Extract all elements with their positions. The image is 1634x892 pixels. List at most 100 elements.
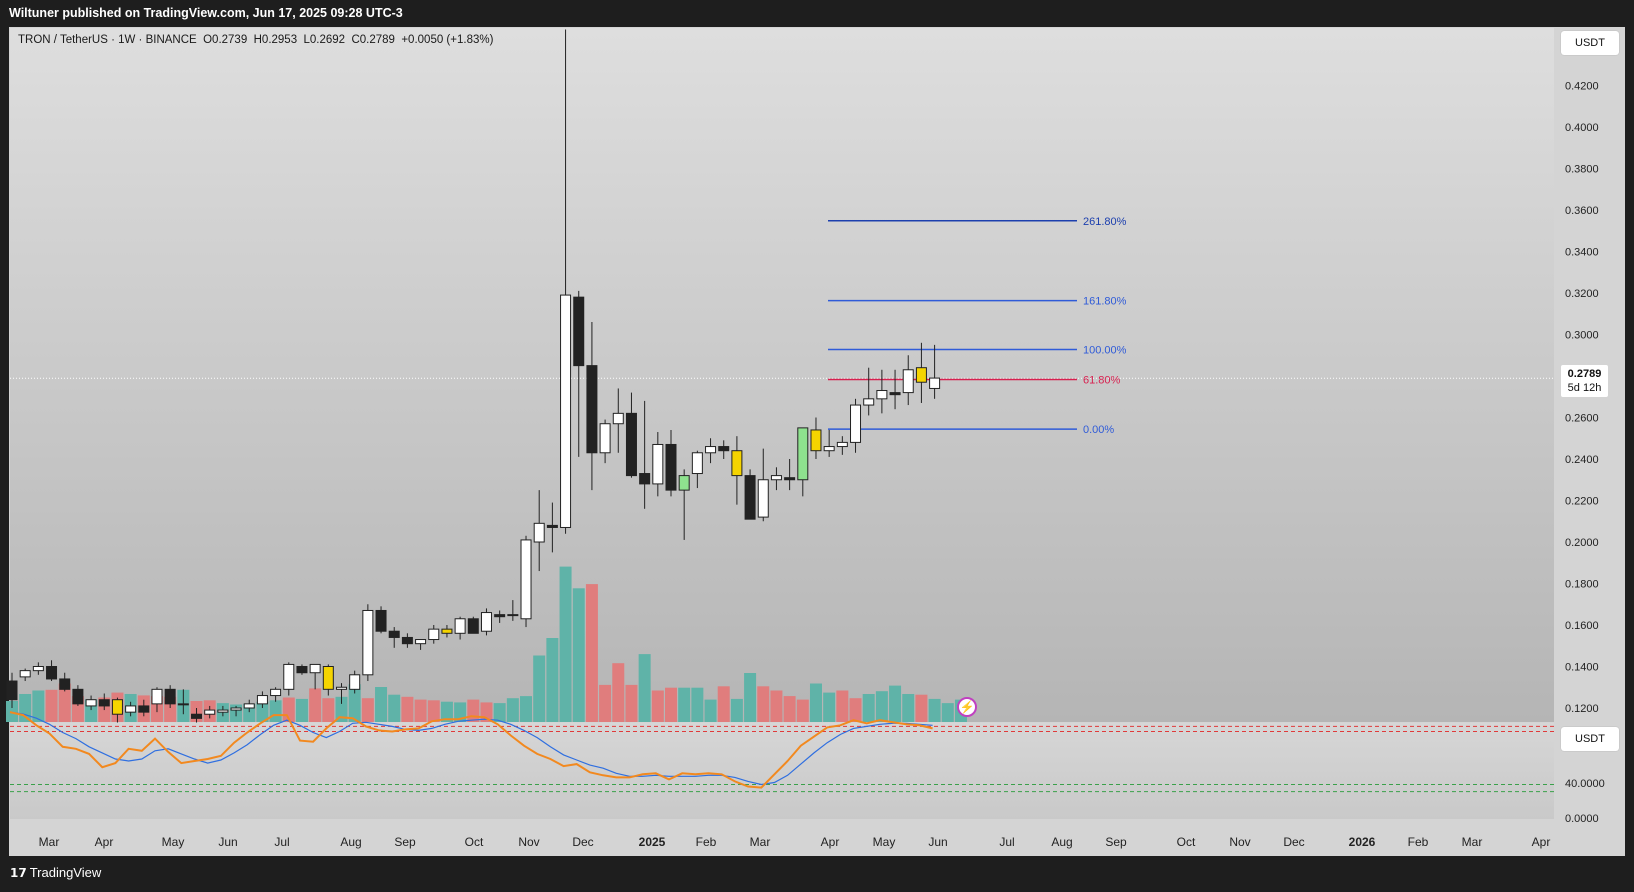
price-tick-label: 0.1600 [1565, 620, 1599, 632]
price-unit-button[interactable]: USDT [1561, 31, 1619, 55]
time-tick-label: Mar [1462, 835, 1483, 849]
time-tick-label: May [162, 835, 185, 849]
candle-body [770, 475, 782, 481]
volume-bar [32, 690, 45, 722]
candle-body [441, 628, 453, 634]
candle-body [612, 412, 624, 425]
time-tick-label: Oct [465, 835, 484, 849]
fib-label: 61.80% [1083, 375, 1121, 387]
volume-bar [875, 691, 888, 722]
volume-bar [269, 700, 282, 722]
candle-body [164, 688, 176, 705]
volume-bar [361, 698, 374, 722]
volume-bar [45, 689, 58, 722]
legend-change: +0.0050 (+1.83%) [401, 34, 494, 46]
volume-bar [744, 673, 757, 722]
volume-bar [809, 683, 822, 722]
stoch-k-line [9, 711, 933, 789]
time-tick-label: 2025 [639, 835, 666, 849]
volume-bar [849, 698, 862, 722]
volume-bar [295, 698, 308, 722]
candle-body [836, 441, 848, 448]
volume-bar [889, 685, 902, 722]
candle-body [230, 707, 242, 711]
volume-bar [599, 684, 612, 722]
fib-label: 0.00% [1083, 424, 1114, 436]
candle-body [889, 392, 901, 396]
candle-body [6, 680, 18, 701]
candle-body [454, 618, 466, 634]
price-tick-label: 0.2600 [1565, 413, 1599, 425]
candle-body [415, 639, 427, 645]
time-tick-label: Nov [1229, 835, 1250, 849]
candle-body [757, 479, 769, 518]
volume-bar [730, 698, 743, 722]
volume-bar [678, 687, 691, 722]
volume-bar [256, 701, 269, 722]
candle-body [98, 699, 110, 707]
price-tick-label: 0.3800 [1565, 164, 1599, 176]
candle-body [270, 688, 282, 697]
time-tick-label: Jun [928, 835, 947, 849]
volume-bar [704, 699, 717, 722]
candle-body [362, 609, 374, 676]
candle-body [665, 443, 677, 491]
candle-body [151, 688, 163, 705]
candle-body [507, 614, 519, 617]
candle-body [217, 709, 229, 713]
candle-body [480, 612, 492, 632]
stoch-d-line [9, 711, 933, 786]
legend-open: O0.2739 [203, 34, 248, 46]
candle-body [375, 609, 387, 632]
time-tick-label: Dec [1283, 835, 1304, 849]
candle-body [915, 367, 927, 383]
osc-tick-label: 0.0000 [1565, 813, 1599, 825]
candle-body [46, 666, 58, 680]
volume-bar [783, 696, 796, 722]
candle-body [283, 663, 295, 690]
oscillator-pane[interactable] [10, 723, 1554, 819]
legend-symbol[interactable]: TRON / TetherUS · 1W · BINANCE [18, 34, 197, 46]
volume-bar [572, 588, 585, 722]
candle-body [520, 539, 532, 620]
fib-label: 261.80% [1083, 216, 1127, 228]
time-tick-label: Jul [999, 835, 1014, 849]
time-tick-label: May [873, 835, 896, 849]
candle-body [322, 666, 334, 690]
candle-body [296, 666, 308, 674]
symbol-legend[interactable]: TRON / TetherUS · 1W · BINANCE O0.2739 H… [18, 34, 493, 46]
candle-body [85, 699, 97, 707]
footer-brand[interactable]: 𝟭𝟳 TradingView [10, 864, 101, 882]
candle-body [744, 475, 756, 520]
candle-body [705, 446, 717, 454]
time-tick-label: Jun [218, 835, 237, 849]
price-tick-label: 0.3000 [1565, 330, 1599, 342]
candle-body [625, 412, 637, 477]
candle-body [177, 703, 189, 706]
candle-body [639, 473, 651, 485]
lightning-icon[interactable]: ⚡ [957, 697, 977, 717]
candle-body [243, 703, 255, 709]
volume-bar [770, 690, 783, 722]
time-tick-label: Apr [821, 835, 840, 849]
time-tick-label: Apr [1532, 835, 1551, 849]
volume-bar [309, 688, 322, 722]
price-pane[interactable] [10, 28, 1554, 722]
volume-bar [757, 686, 770, 722]
candle-body [494, 614, 506, 618]
volume-bar [625, 684, 638, 722]
candle-body [691, 452, 703, 475]
candle-body [111, 699, 123, 715]
candle-body [533, 522, 545, 543]
volume-bar [375, 687, 388, 722]
volume-bar [388, 694, 401, 722]
candle-body [19, 670, 31, 678]
osc-unit-button[interactable]: USDT [1561, 727, 1619, 751]
volume-bar [638, 654, 651, 722]
candle-body [125, 705, 137, 713]
fib-label: 100.00% [1083, 344, 1127, 356]
last-price-tag: 0.2789 5d 12h [1561, 365, 1608, 397]
publisher-text: Wiltuner published on TradingView.com, J… [9, 6, 403, 20]
candle-body [546, 524, 558, 528]
